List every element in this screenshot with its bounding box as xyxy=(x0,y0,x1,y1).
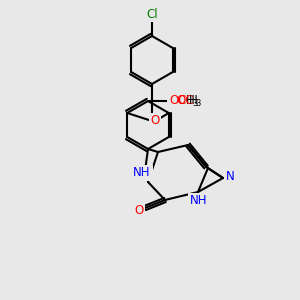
Text: Cl: Cl xyxy=(146,8,158,20)
Text: H: H xyxy=(186,94,194,107)
Text: NH: NH xyxy=(190,194,208,208)
Text: OC: OC xyxy=(176,94,194,107)
Text: N: N xyxy=(226,169,234,182)
Text: OC: OC xyxy=(169,94,187,107)
Text: NH: NH xyxy=(133,167,151,179)
Text: H: H xyxy=(189,94,198,107)
Text: 3: 3 xyxy=(195,98,200,107)
Text: 3: 3 xyxy=(192,98,198,107)
Text: O: O xyxy=(134,203,144,217)
Text: O: O xyxy=(150,115,160,128)
